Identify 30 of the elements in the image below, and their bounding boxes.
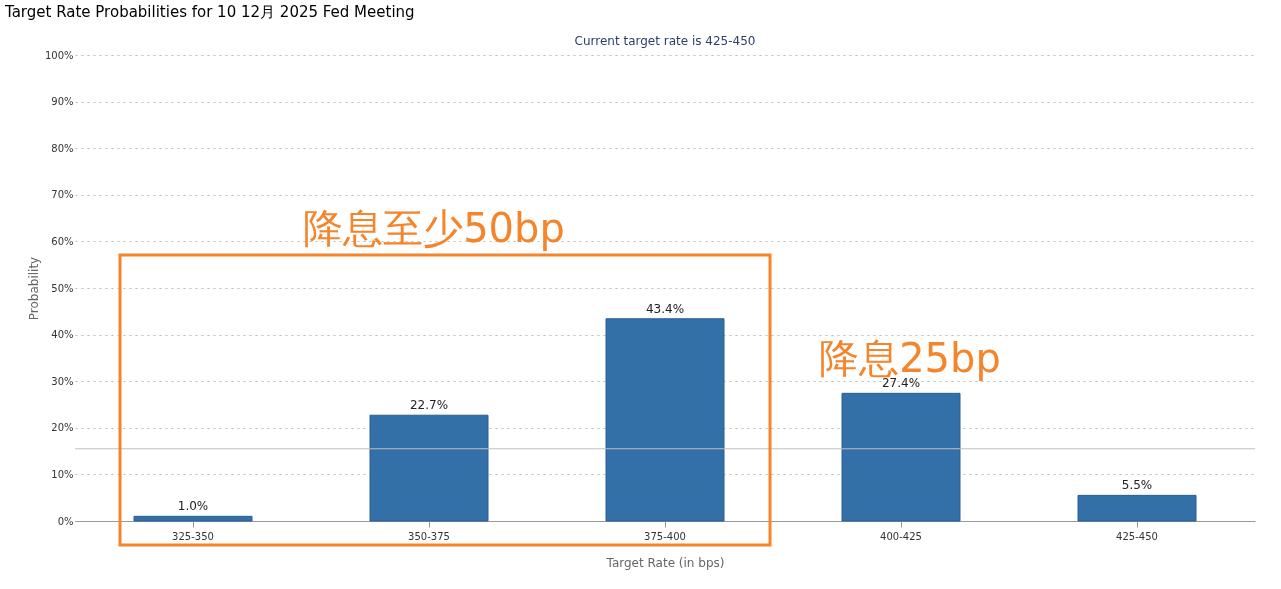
data-label: 43.4% (645, 301, 685, 316)
x-tick-label: 400-425 (880, 530, 922, 542)
y-tick-label: 0% (57, 515, 74, 527)
chart-subtitle: Current target rate is 425-450 (574, 34, 756, 48)
y-axis-title: Probability (26, 256, 41, 321)
data-label: 5.5% (1121, 478, 1153, 493)
bar (605, 318, 725, 522)
x-tick-label: 375-400 (644, 530, 686, 542)
data-label: 1.0% (177, 499, 209, 514)
x-tick-label: 425-450 (1116, 530, 1158, 542)
data-label: 22.7% (409, 398, 449, 413)
y-tick-label: 80% (51, 142, 74, 154)
chart-title: Target Rate Probabilities for 10 12月 2025 Fed Meeting (4, 3, 415, 21)
y-tick-label: 20% (51, 422, 74, 434)
y-tick-label: 50% (51, 282, 74, 294)
y-tick-label: 70% (51, 189, 74, 201)
bar (1077, 494, 1197, 522)
y-tick-label: 100% (44, 49, 74, 61)
x-axis-title: Target Rate (in bps) (605, 555, 725, 570)
y-tick-label: 10% (51, 468, 74, 480)
annotation: 降息至少50bp (303, 205, 565, 251)
y-tick-label: 30% (51, 375, 74, 387)
x-tick-label: 350-375 (408, 530, 450, 542)
y-tick-label: 40% (51, 329, 74, 341)
bar (369, 414, 489, 522)
bar (841, 392, 961, 522)
x-tick-label: 325-350 (172, 530, 214, 542)
y-tick-label: 90% (51, 96, 74, 108)
bar (133, 515, 253, 522)
y-tick-label: 60% (51, 235, 74, 247)
